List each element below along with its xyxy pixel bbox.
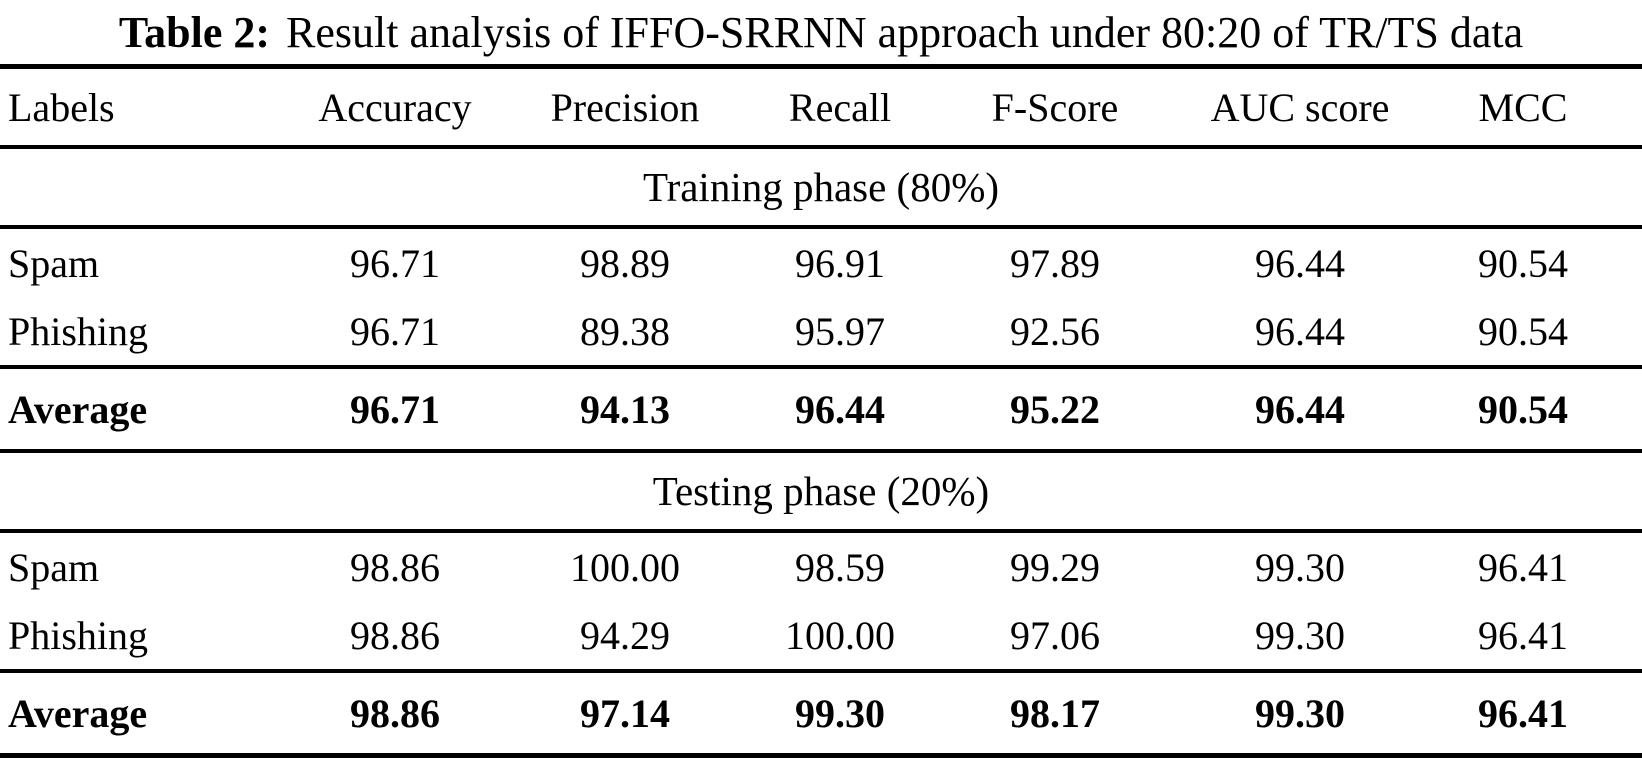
column-header-labels: Labels [8,84,115,130]
cell: 96.44 [1255,240,1345,286]
header-row: Labels Accuracy Precision Recall F-Score… [0,67,1642,147]
cell: 98.86 [350,690,440,736]
cell: 97.06 [1010,612,1100,658]
cell: 100.00 [785,612,895,658]
row-label: Average [8,690,148,736]
cell: 96.41 [1478,690,1568,736]
row-label: Spam [8,240,100,286]
table-row: Spam 98.86 100.00 98.59 99.29 99.30 96.4… [0,531,1642,601]
column-header-recall: Recall [788,84,892,130]
cell: 96.44 [1255,386,1345,432]
cell: 99.30 [795,690,885,736]
section-header-testing: Testing phase (20%) [0,451,1642,531]
cell: 99.29 [1010,544,1100,590]
cell: 99.30 [1255,612,1345,658]
cell: 98.89 [580,240,670,286]
cell: 98.59 [795,544,885,590]
table-row: Spam 96.71 98.89 96.91 97.89 96.44 90.54 [0,227,1642,297]
section-header-training: Training phase (80%) [0,147,1642,227]
column-header-fscore: F-Score [991,84,1119,130]
cell: 89.38 [580,308,670,354]
column-header-precision: Precision [550,84,700,130]
cell: 90.54 [1478,240,1568,286]
cell: 95.22 [1010,386,1100,432]
cell: 90.54 [1478,308,1568,354]
section-title: Testing phase (20%) [652,468,990,514]
table-row-average: Average 98.86 97.14 99.30 98.17 99.30 96… [0,671,1642,756]
cell: 96.91 [795,240,885,286]
cell: 96.41 [1478,612,1568,658]
table-row-average: Average 96.71 94.13 96.44 95.22 96.44 90… [0,367,1642,451]
table-caption-text: Result analysis of IFFO-SRRNN approach u… [286,7,1524,57]
cell: 96.71 [350,386,440,432]
cell: 98.86 [350,612,440,658]
cell: 96.71 [350,308,440,354]
cell: 96.44 [1255,308,1345,354]
cell: 95.97 [795,308,885,354]
cell: 96.44 [795,386,885,432]
cell: 90.54 [1478,386,1568,432]
table-row: Phishing 96.71 89.38 95.97 92.56 96.44 9… [0,297,1642,367]
cell: 94.29 [580,612,670,658]
cell: 96.71 [350,240,440,286]
cell: 99.30 [1255,544,1345,590]
row-label: Phishing [8,612,149,658]
cell: 96.41 [1478,544,1568,590]
row-label: Phishing [8,308,149,354]
table-row: Phishing 98.86 94.29 100.00 97.06 99.30 … [0,601,1642,671]
cell: 98.86 [350,544,440,590]
results-table: Labels Accuracy Precision Recall F-Score… [0,64,1642,758]
cell: 100.00 [570,544,680,590]
column-header-accuracy: Accuracy [318,84,472,130]
row-label: Spam [8,544,100,590]
row-label: Average [8,386,148,432]
cell: 97.14 [580,690,670,736]
table-caption: Table 2: Result analysis of IFFO-SRRNN a… [0,0,1642,64]
column-header-auc-score: AUC score [1210,84,1390,130]
section-title: Training phase (80%) [642,164,1000,210]
cell: 94.13 [580,386,670,432]
column-header-mcc: MCC [1478,84,1568,130]
cell: 97.89 [1010,240,1100,286]
table-caption-label: Table 2: [118,7,270,57]
cell: 92.56 [1010,308,1100,354]
cell: 99.30 [1255,690,1345,736]
cell: 98.17 [1010,690,1100,736]
